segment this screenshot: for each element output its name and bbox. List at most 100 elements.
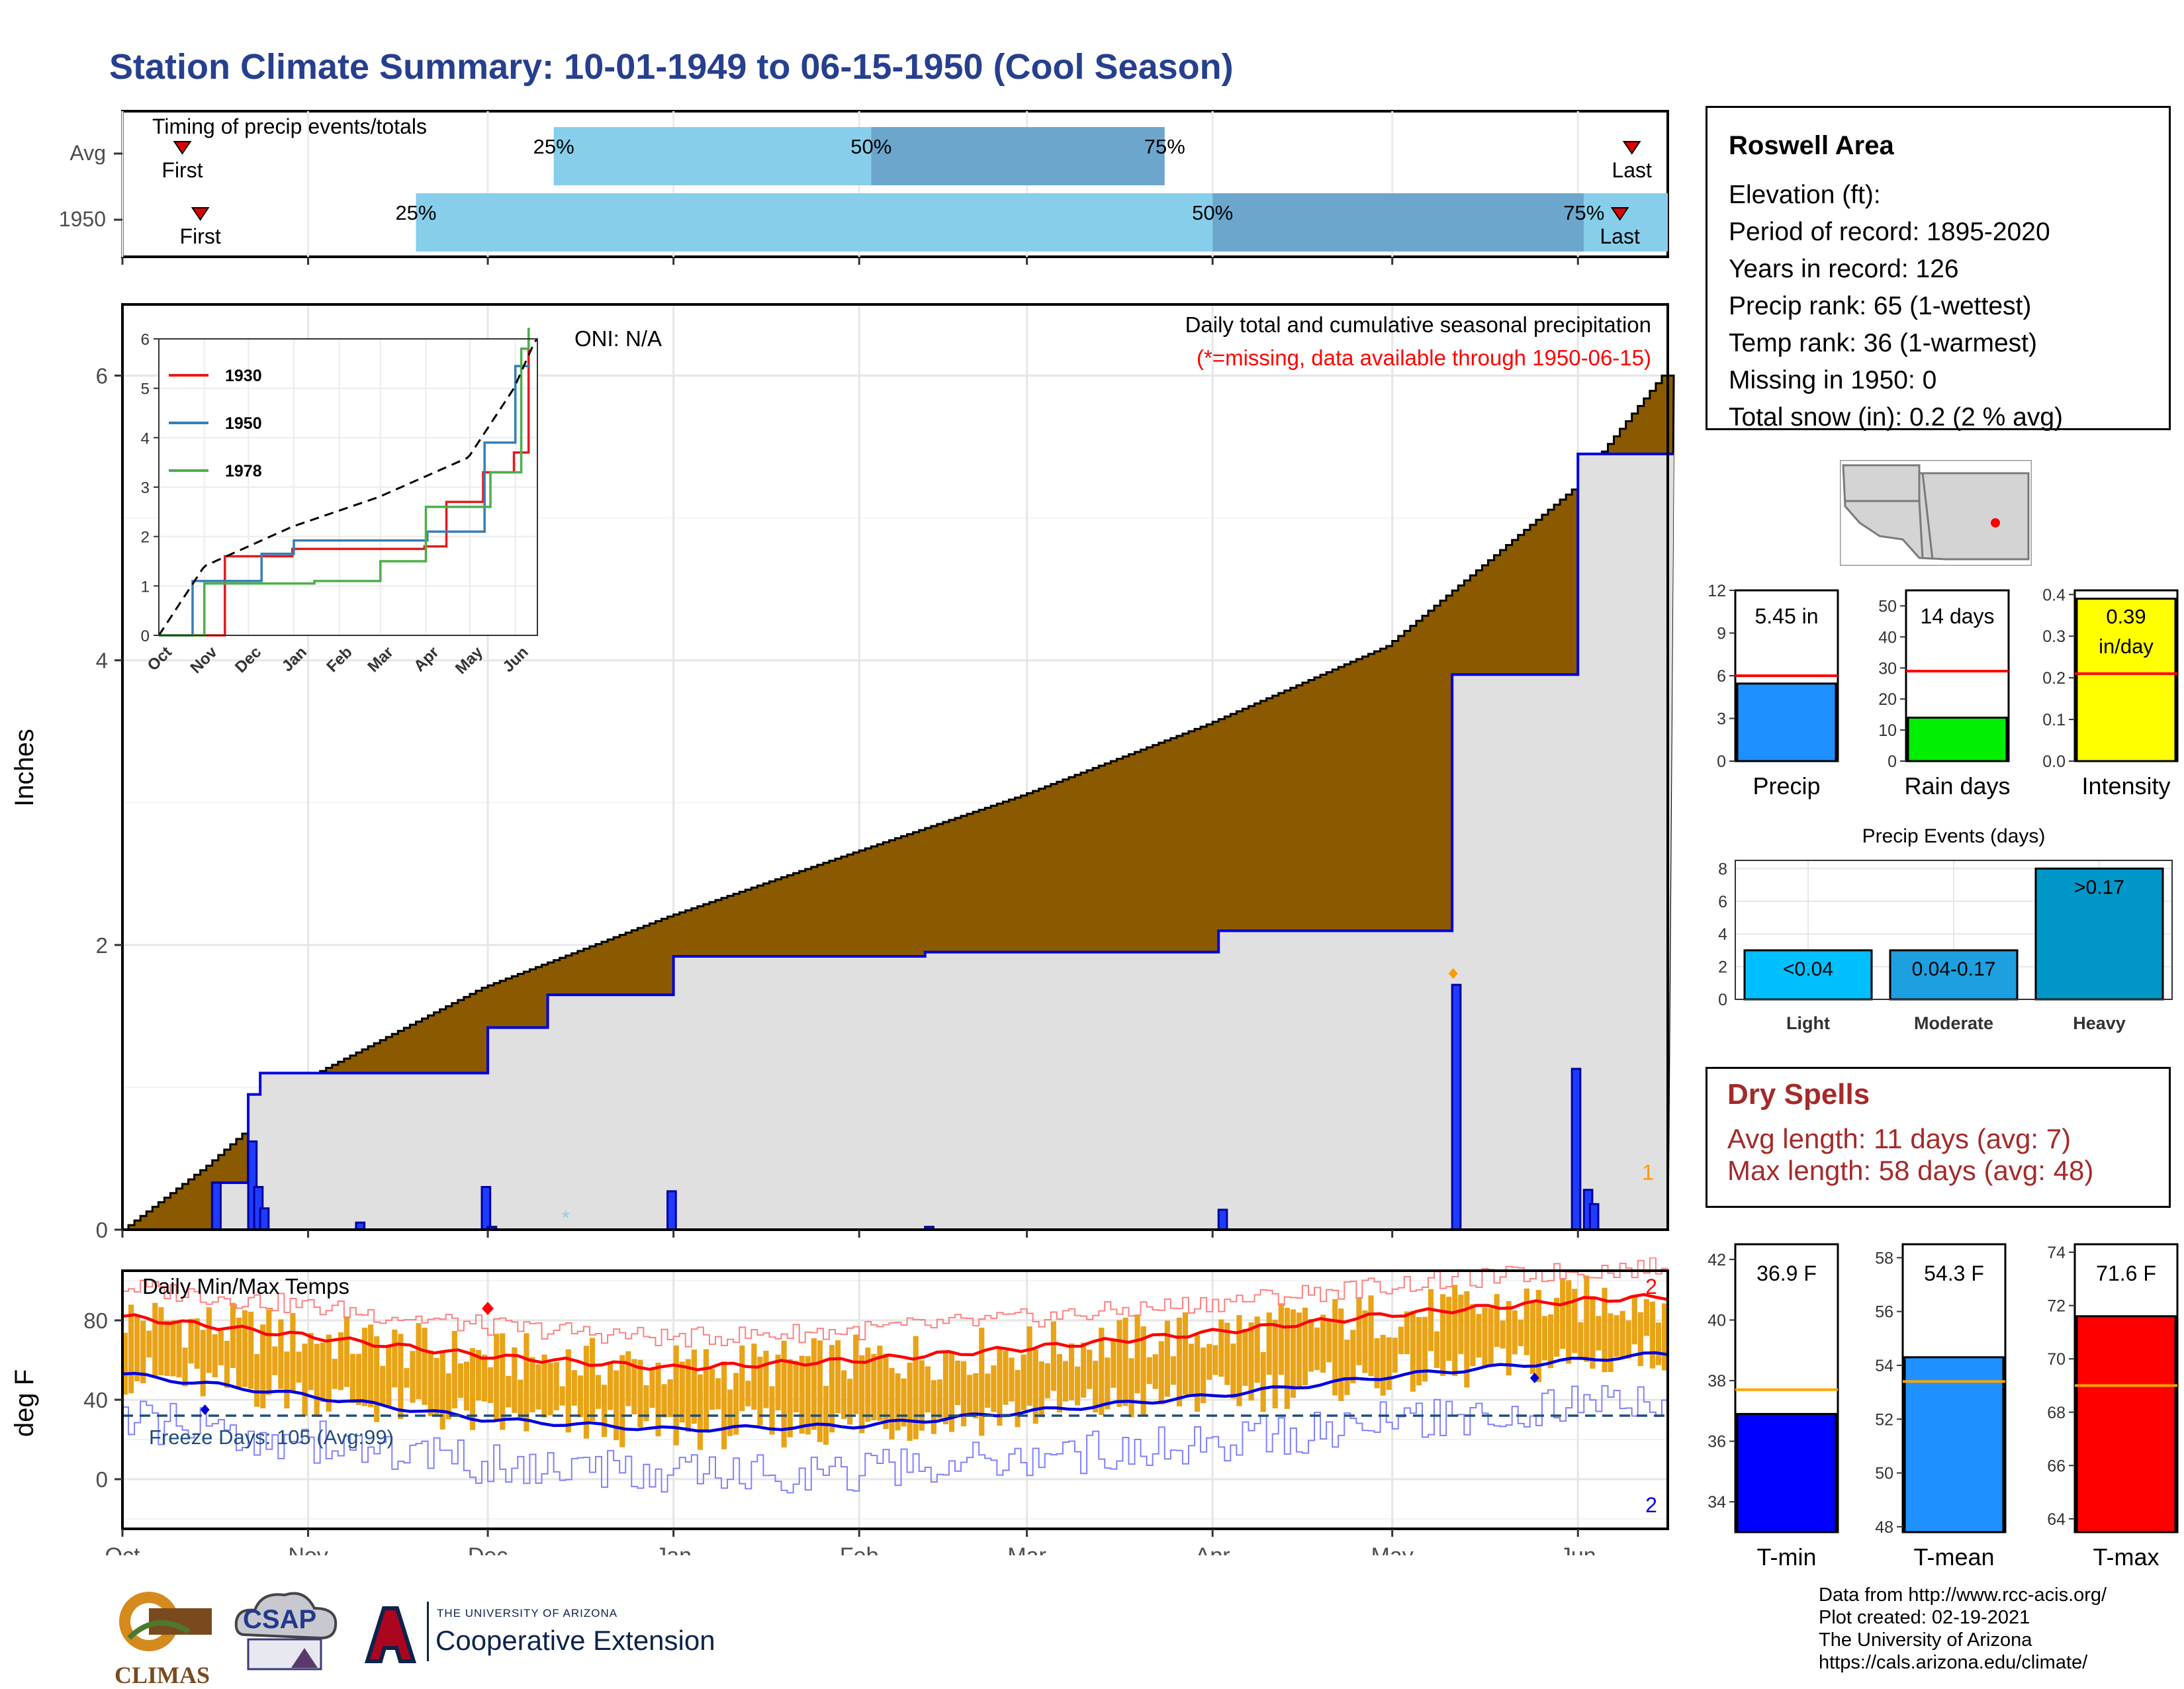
month-label: Feb <box>840 1543 879 1555</box>
precip-ytick-label: 2 <box>96 933 108 958</box>
daily-temp-bar <box>961 1361 967 1427</box>
daily-temp-bar <box>1201 1347 1206 1404</box>
month-label: Apr <box>1195 1543 1230 1555</box>
daily-temp-bar <box>841 1370 847 1419</box>
daily-temp-bar <box>1506 1301 1512 1376</box>
daily-temp-bar <box>1440 1294 1446 1376</box>
oni-label: ONI: N/A <box>574 326 662 351</box>
daily-temp-bar <box>667 1379 673 1418</box>
daily-temp-bar <box>727 1389 733 1436</box>
daily-temp-bar <box>925 1366 931 1413</box>
daily-temp-bar <box>703 1349 709 1431</box>
inset-ytick-label: 4 <box>141 430 150 447</box>
daily-temp-bar <box>907 1362 913 1441</box>
daily-temp-bar <box>529 1357 535 1412</box>
daily-temp-bar <box>1164 1320 1170 1397</box>
footer-plot-created: Plot created: 02-19-2021 <box>1819 1607 2030 1628</box>
daily-temp-bar <box>1512 1310 1518 1355</box>
stat-bar-0 <box>1736 682 1837 762</box>
events-category-label: Moderate <box>1914 1013 1993 1033</box>
stat-ytick-label: 3 <box>1717 710 1726 729</box>
daily-temp-bar <box>469 1347 476 1430</box>
daily-temp-bar <box>1218 1319 1224 1377</box>
daily-temp-bar <box>445 1373 451 1420</box>
daily-temp-bar <box>1260 1351 1266 1412</box>
tbar-value-label: 36.9 F <box>1756 1261 1817 1285</box>
month-label: Nov <box>288 1543 328 1555</box>
daily-temp-bar <box>1332 1299 1338 1396</box>
daily-temp-bar <box>1649 1301 1655 1369</box>
events-bar-label: <0.04 <box>1783 958 1833 980</box>
daily-temp-bar <box>343 1316 350 1387</box>
daily-temp-bar <box>1643 1299 1649 1336</box>
daily-temp-bar <box>122 1332 128 1395</box>
precip-ylabel: Inches <box>10 729 39 807</box>
dry-spells-avg: Avg length: 11 days (avg: 7) <box>1727 1123 2071 1154</box>
stat-bar-label: Intensity <box>2081 772 2170 799</box>
daily-temp-bar <box>1212 1345 1218 1375</box>
daily-temp-bar <box>1482 1307 1488 1367</box>
ua-small-text: THE UNIVERSITY OF ARIZONA <box>437 1607 618 1620</box>
daily-temp-bar <box>1326 1320 1332 1363</box>
daily-temp-bar <box>1518 1319 1524 1347</box>
daily-temp-bar <box>1464 1291 1470 1388</box>
daily-temp-bar <box>565 1349 571 1433</box>
timing-title: Timing of precip events/totals <box>152 114 427 138</box>
daily-temp-bar <box>1087 1349 1093 1389</box>
climas-emblem-icon <box>119 1592 212 1651</box>
daily-temp-bar <box>661 1384 667 1418</box>
climas-logo-text: CLIMAS <box>114 1662 210 1688</box>
daily-temp-bar <box>1596 1316 1602 1351</box>
timing-quartile-bar <box>1584 193 1668 251</box>
daily-precip-bar <box>480 1185 492 1231</box>
events-ytick-label: 8 <box>1718 860 1727 878</box>
events-ytick-label: 4 <box>1718 925 1727 944</box>
daily-precip-bar <box>211 1181 222 1231</box>
record-max-count: 2 <box>1645 1275 1657 1299</box>
daily-temp-bar <box>877 1346 883 1421</box>
daily-temp-bar <box>1320 1314 1326 1373</box>
precip-ytick-label: 4 <box>96 649 108 673</box>
daily-temp-bar <box>631 1359 637 1414</box>
daily-temp-bar <box>188 1318 194 1364</box>
footer-data-source: Data from http://www.rcc-acis.org/ <box>1819 1584 2107 1606</box>
daily-temp-bar <box>553 1362 559 1410</box>
daily-temp-bar <box>751 1344 757 1410</box>
missing-marker: * <box>562 1207 570 1229</box>
daily-temp-bar <box>398 1334 404 1420</box>
daily-temp-bar <box>1093 1361 1099 1413</box>
daily-temp-bar <box>302 1344 308 1416</box>
stat-ytick-label: 0.3 <box>2042 627 2066 646</box>
daily-temp-bar <box>602 1385 608 1438</box>
daily-temp-bar <box>158 1307 164 1375</box>
tbar-ytick-label: 72 <box>2047 1297 2066 1316</box>
stat-value-label: 5.45 in <box>1754 604 1818 628</box>
climas-logo: CLIMAS <box>109 1585 215 1688</box>
daily-temp-bar <box>709 1368 715 1410</box>
daily-temp-bar <box>781 1340 787 1448</box>
daily-temp-bar <box>1038 1361 1044 1418</box>
daily-temp-bar <box>769 1386 775 1435</box>
inset-ytick-label: 6 <box>141 331 150 349</box>
daily-temp-bar <box>1206 1344 1212 1380</box>
daily-temp-bar <box>1338 1308 1344 1401</box>
daily-temp-bar <box>1272 1320 1278 1408</box>
daily-temp-bar <box>1044 1363 1050 1398</box>
daily-temp-bar <box>1410 1310 1416 1392</box>
events-frame <box>1735 860 2173 1000</box>
daily-temp-bar <box>1170 1356 1176 1385</box>
daily-temp-bar <box>1560 1278 1566 1349</box>
daily-temp-bar <box>608 1362 614 1410</box>
daily-temp-bar <box>176 1321 182 1378</box>
daily-temp-bar <box>559 1386 565 1406</box>
daily-temp-bar <box>1661 1303 1668 1371</box>
daily-temp-bar <box>272 1346 278 1375</box>
daily-temp-bar <box>284 1351 290 1408</box>
daily-temp-bar <box>475 1349 482 1401</box>
daily-temp-bar <box>308 1333 314 1391</box>
events-title: Precip Events (days) <box>1862 825 2046 847</box>
events-ytick-label: 6 <box>1718 893 1727 911</box>
stat-bar-label: Rain days <box>1904 772 2010 799</box>
daily-temp-bar <box>1614 1315 1619 1357</box>
last-event-marker <box>1610 207 1629 221</box>
